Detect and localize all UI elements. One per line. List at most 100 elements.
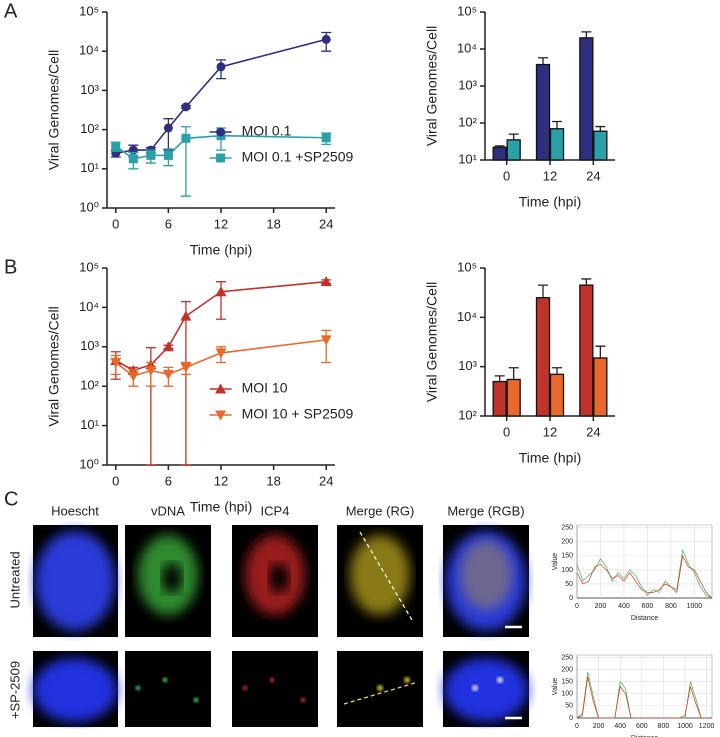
y-tick-label: 10⁵ bbox=[79, 259, 99, 274]
x-tick-label: 1000 bbox=[677, 723, 693, 730]
column-header: vDNA bbox=[151, 503, 185, 518]
bar bbox=[492, 146, 507, 161]
y-axis-label: Viral Genomes/Cell bbox=[424, 282, 440, 402]
error-bar bbox=[581, 31, 592, 38]
y-tick-label: 0 bbox=[569, 715, 573, 722]
focus bbox=[269, 677, 275, 683]
y-tick-label: 10¹ bbox=[80, 160, 99, 175]
microscopy: Hoescht vDNA ICP4 Merge (RG) Merge (RGB)… bbox=[7, 503, 529, 727]
x-axis-label: Time (hpi) bbox=[190, 499, 253, 515]
chart: 10⁰ 10¹ 10² 10³ 10⁴ 10⁵ Time (hpi) Viral Genome… bbox=[46, 3, 354, 257]
focus bbox=[193, 697, 199, 703]
nucleus bbox=[35, 531, 115, 631]
focus bbox=[377, 685, 383, 691]
x-tick-label: 400 bbox=[614, 723, 626, 730]
focus bbox=[162, 677, 168, 683]
column-header: ICP4 bbox=[261, 503, 290, 518]
bar bbox=[535, 297, 551, 417]
bar bbox=[506, 378, 521, 417]
focus bbox=[404, 677, 410, 683]
marker bbox=[216, 62, 226, 72]
marker bbox=[321, 34, 331, 44]
y-tick-label: 10¹ bbox=[458, 151, 477, 166]
error-bar bbox=[581, 278, 592, 286]
marker bbox=[127, 371, 139, 382]
marker bbox=[216, 153, 226, 163]
x-tick-label: 12 bbox=[214, 216, 228, 231]
legend-label: MOI 0.1 +SP2509 bbox=[242, 149, 354, 165]
y-tick-label: 10³ bbox=[458, 77, 477, 92]
y-tick-label: 10² bbox=[80, 378, 99, 393]
bar bbox=[492, 380, 507, 417]
y-tick-label: 100 bbox=[561, 567, 573, 574]
profile-line bbox=[359, 531, 413, 621]
y-tick-label: 100 bbox=[561, 691, 573, 698]
marker bbox=[321, 133, 331, 143]
bar bbox=[579, 284, 594, 417]
error-bar bbox=[538, 57, 548, 65]
legend-label: MOI 10 + SP2509 bbox=[242, 406, 354, 422]
column-header: Hoescht bbox=[51, 503, 99, 518]
x-axis-label: Time (hpi) bbox=[190, 242, 253, 258]
marker bbox=[163, 123, 173, 133]
x-tick-label: 0 bbox=[575, 603, 579, 610]
legend-label: MOI 10 bbox=[242, 380, 288, 396]
row-label: Untreated bbox=[7, 551, 22, 608]
error-bar bbox=[538, 284, 548, 298]
y-axis-label: Viral Genomes/Cell bbox=[424, 26, 440, 146]
y-axis-label: Value bbox=[552, 553, 559, 570]
legend-label: MOI 0.1 bbox=[242, 123, 292, 139]
x-tick-label: 0 bbox=[112, 216, 119, 231]
y-tick-label: 10³ bbox=[80, 338, 99, 353]
error-bar bbox=[595, 345, 606, 358]
marker bbox=[180, 310, 192, 321]
y-tick-label: 250 bbox=[561, 654, 573, 661]
y-tick-label: 50 bbox=[565, 703, 573, 710]
chart: 0 50 100 150 200 250 Distance Value 0 200 400 600 80… bbox=[552, 654, 715, 737]
y-tick-label: 250 bbox=[561, 525, 573, 532]
focus bbox=[135, 685, 141, 691]
x-tick-label: 200 bbox=[595, 603, 607, 610]
marker bbox=[128, 154, 138, 164]
error-bar bbox=[595, 125, 606, 132]
line bbox=[576, 554, 713, 599]
focus bbox=[497, 677, 503, 683]
x-tick-label: 600 bbox=[642, 603, 654, 610]
signal-hole bbox=[269, 563, 289, 593]
error-bar bbox=[552, 120, 562, 129]
marker bbox=[162, 369, 174, 380]
bar bbox=[549, 128, 565, 161]
x-tick-label: 18 bbox=[266, 473, 280, 488]
marker bbox=[181, 133, 191, 143]
y-tick-label: 10² bbox=[458, 407, 477, 422]
x-tick-label: 24 bbox=[586, 424, 600, 439]
y-tick-label: 10⁴ bbox=[79, 299, 99, 314]
y-tick-label: 150 bbox=[561, 678, 573, 685]
y-tick-label: 150 bbox=[561, 553, 573, 560]
error-bar bbox=[180, 300, 191, 466]
marker bbox=[181, 102, 191, 112]
error-bar bbox=[508, 133, 519, 140]
chart: 10² 10³ 10⁴ 10⁵ Time (hpi) Viral Genomes/Cell… bbox=[424, 259, 615, 466]
x-tick-label: 800 bbox=[665, 603, 677, 610]
x-tick-label: 18 bbox=[266, 216, 280, 231]
x-tick-label: 24 bbox=[586, 168, 600, 183]
x-tick-label: 12 bbox=[214, 473, 228, 488]
y-axis-label: Value bbox=[552, 678, 559, 695]
x-tick-label: 0 bbox=[112, 473, 119, 488]
y-tick-label: 10⁴ bbox=[457, 309, 477, 324]
y-tick-label: 0 bbox=[569, 595, 573, 602]
chart: 10¹ 10² 10³ 10⁴ 10⁵ Time (hpi) Viral Genomes/C… bbox=[424, 3, 615, 210]
y-tick-label: 200 bbox=[561, 539, 573, 546]
line bbox=[576, 676, 707, 719]
focus bbox=[472, 685, 478, 691]
panel-label: A bbox=[4, 0, 18, 22]
bar bbox=[506, 139, 521, 161]
marker bbox=[180, 362, 192, 373]
marker bbox=[216, 127, 226, 137]
y-tick-label: 10⁰ bbox=[79, 199, 99, 214]
y-tick-label: 10⁴ bbox=[457, 40, 477, 55]
x-tick-label: 600 bbox=[636, 723, 648, 730]
marker bbox=[145, 366, 157, 377]
